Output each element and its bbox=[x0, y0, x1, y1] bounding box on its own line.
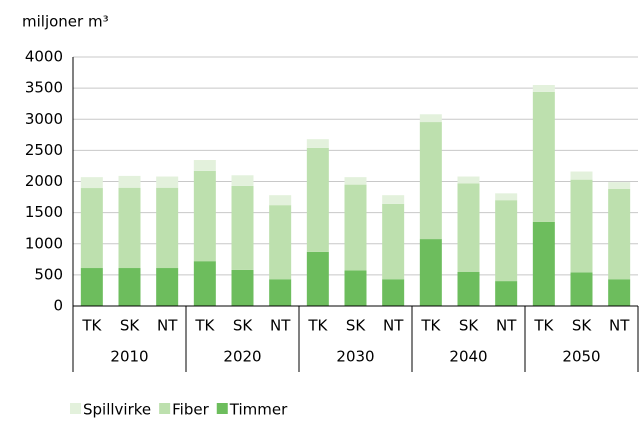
x-tick-label: NT bbox=[609, 317, 630, 335]
group-label: 2050 bbox=[562, 348, 600, 366]
legend-swatch bbox=[159, 403, 171, 414]
bar-segment bbox=[457, 176, 480, 184]
x-tick-label: SK bbox=[120, 317, 141, 335]
bar-segment bbox=[156, 176, 179, 188]
x-tick-label: NT bbox=[496, 317, 517, 335]
bar-segment bbox=[382, 279, 405, 306]
group-label: 2030 bbox=[336, 348, 374, 366]
bar-segment bbox=[532, 221, 555, 306]
y-tick-label: 2500 bbox=[25, 141, 63, 159]
bar-segment bbox=[608, 279, 631, 306]
bar-segment bbox=[382, 203, 405, 280]
bar-segment bbox=[495, 281, 518, 306]
x-tick-label: SK bbox=[572, 317, 593, 335]
bar-segment bbox=[382, 195, 405, 204]
bar-segment bbox=[231, 175, 254, 186]
bar-segment bbox=[80, 177, 103, 189]
y-tick-label: 0 bbox=[53, 297, 63, 315]
x-tick-label: TK bbox=[81, 317, 102, 335]
x-tick-label: TK bbox=[307, 317, 328, 335]
legend-label: Spillvirke bbox=[83, 401, 151, 419]
bar-segment bbox=[570, 171, 593, 180]
x-tick-label: NT bbox=[383, 317, 404, 335]
x-tick-label: TK bbox=[420, 317, 441, 335]
bar-segment bbox=[306, 251, 329, 306]
legend-label: Timmer bbox=[229, 401, 288, 419]
bar-segment bbox=[306, 147, 329, 252]
bar-segment bbox=[269, 195, 292, 206]
x-tick-label: NT bbox=[270, 317, 291, 335]
bar-segment bbox=[570, 272, 593, 306]
y-tick-label: 4000 bbox=[25, 48, 63, 66]
bar-segment bbox=[419, 239, 442, 306]
x-tick-label: TK bbox=[194, 317, 215, 335]
bar-segment bbox=[344, 184, 367, 271]
bar-segment bbox=[495, 200, 518, 282]
legend-swatch bbox=[70, 403, 81, 414]
bar-segment bbox=[231, 269, 254, 306]
bar-segment bbox=[156, 187, 179, 269]
bar-segment bbox=[118, 268, 141, 306]
x-tick-label: SK bbox=[233, 317, 254, 335]
group-label: 2020 bbox=[223, 348, 261, 366]
bar-segment bbox=[419, 122, 442, 240]
bar-segment bbox=[193, 160, 216, 171]
bar-segment bbox=[269, 205, 292, 280]
legend-label: Fiber bbox=[172, 401, 209, 419]
bar-segment bbox=[193, 261, 216, 306]
bar-segment bbox=[344, 177, 367, 185]
bar-segment bbox=[344, 270, 367, 306]
bar-segment bbox=[231, 185, 254, 270]
bar-segment bbox=[419, 114, 442, 123]
y-tick-label: 2000 bbox=[25, 172, 63, 190]
bar-segment bbox=[495, 193, 518, 201]
bar-segment bbox=[80, 268, 103, 306]
bar-segment bbox=[269, 279, 292, 306]
bar-segment bbox=[306, 139, 329, 148]
x-tick-label: TK bbox=[533, 317, 554, 335]
bar-segment bbox=[532, 91, 555, 222]
y-tick-label: 500 bbox=[34, 265, 63, 283]
bar-segment bbox=[118, 175, 141, 188]
bar-segment bbox=[193, 170, 216, 262]
x-tick-label: SK bbox=[346, 317, 367, 335]
y-axis-label: miljoner m³ bbox=[22, 13, 109, 31]
bar-segment bbox=[118, 187, 141, 269]
bar-segment bbox=[570, 179, 593, 273]
y-tick-label: 3500 bbox=[25, 79, 63, 97]
bar-segment bbox=[457, 183, 480, 272]
bar-segment bbox=[532, 85, 555, 92]
bar-segment bbox=[156, 268, 179, 306]
x-tick-label: SK bbox=[459, 317, 480, 335]
x-tick-label: NT bbox=[157, 317, 178, 335]
y-tick-label: 1500 bbox=[25, 203, 63, 221]
bar-segment bbox=[80, 188, 103, 269]
y-tick-label: 3000 bbox=[25, 110, 63, 128]
legend-swatch bbox=[216, 403, 228, 414]
group-label: 2010 bbox=[110, 348, 148, 366]
y-tick-label: 1000 bbox=[25, 234, 63, 252]
group-label: 2040 bbox=[449, 348, 487, 366]
bar-segment bbox=[608, 182, 631, 189]
bar-segment bbox=[457, 271, 480, 306]
bar-segment bbox=[608, 188, 631, 280]
